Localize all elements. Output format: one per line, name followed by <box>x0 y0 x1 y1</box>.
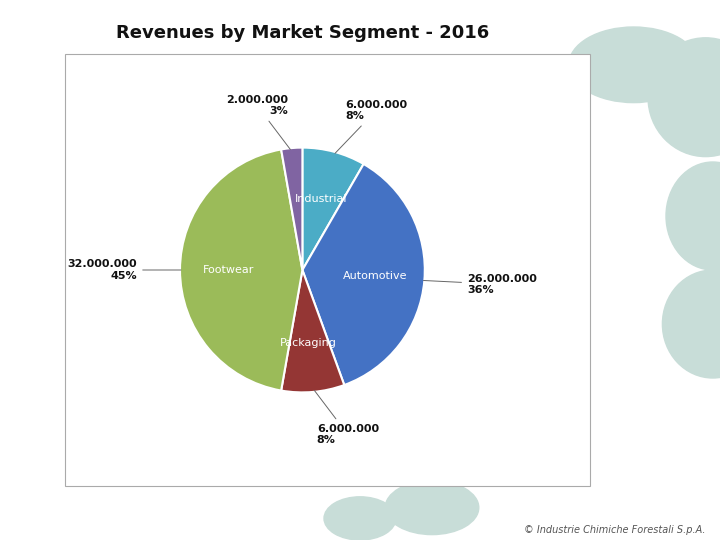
Text: 2.000.000
3%: 2.000.000 3% <box>226 94 290 150</box>
Wedge shape <box>281 270 344 393</box>
Ellipse shape <box>666 162 720 270</box>
Ellipse shape <box>569 27 698 103</box>
Text: 32.000.000
45%: 32.000.000 45% <box>68 259 181 281</box>
Wedge shape <box>180 150 302 390</box>
Ellipse shape <box>662 270 720 378</box>
Wedge shape <box>302 164 425 385</box>
FancyBboxPatch shape <box>65 54 590 486</box>
Ellipse shape <box>324 497 396 540</box>
Text: © Industrie Chimiche Forestali S.p.A.: © Industrie Chimiche Forestali S.p.A. <box>524 524 706 535</box>
Text: Automotive: Automotive <box>343 272 408 281</box>
Text: 6.000.000
8%: 6.000.000 8% <box>315 390 379 445</box>
Ellipse shape <box>385 481 479 535</box>
Text: 6.000.000
8%: 6.000.000 8% <box>335 99 408 153</box>
Text: Revenues by Market Segment - 2016: Revenues by Market Segment - 2016 <box>116 24 489 42</box>
Text: Industrial: Industrial <box>295 194 348 204</box>
Wedge shape <box>281 147 302 270</box>
Text: Footwear: Footwear <box>203 265 255 275</box>
Ellipse shape <box>648 38 720 157</box>
Text: 26.000.000
36%: 26.000.000 36% <box>423 274 537 295</box>
Text: Packaging: Packaging <box>280 338 337 348</box>
Wedge shape <box>302 147 364 270</box>
